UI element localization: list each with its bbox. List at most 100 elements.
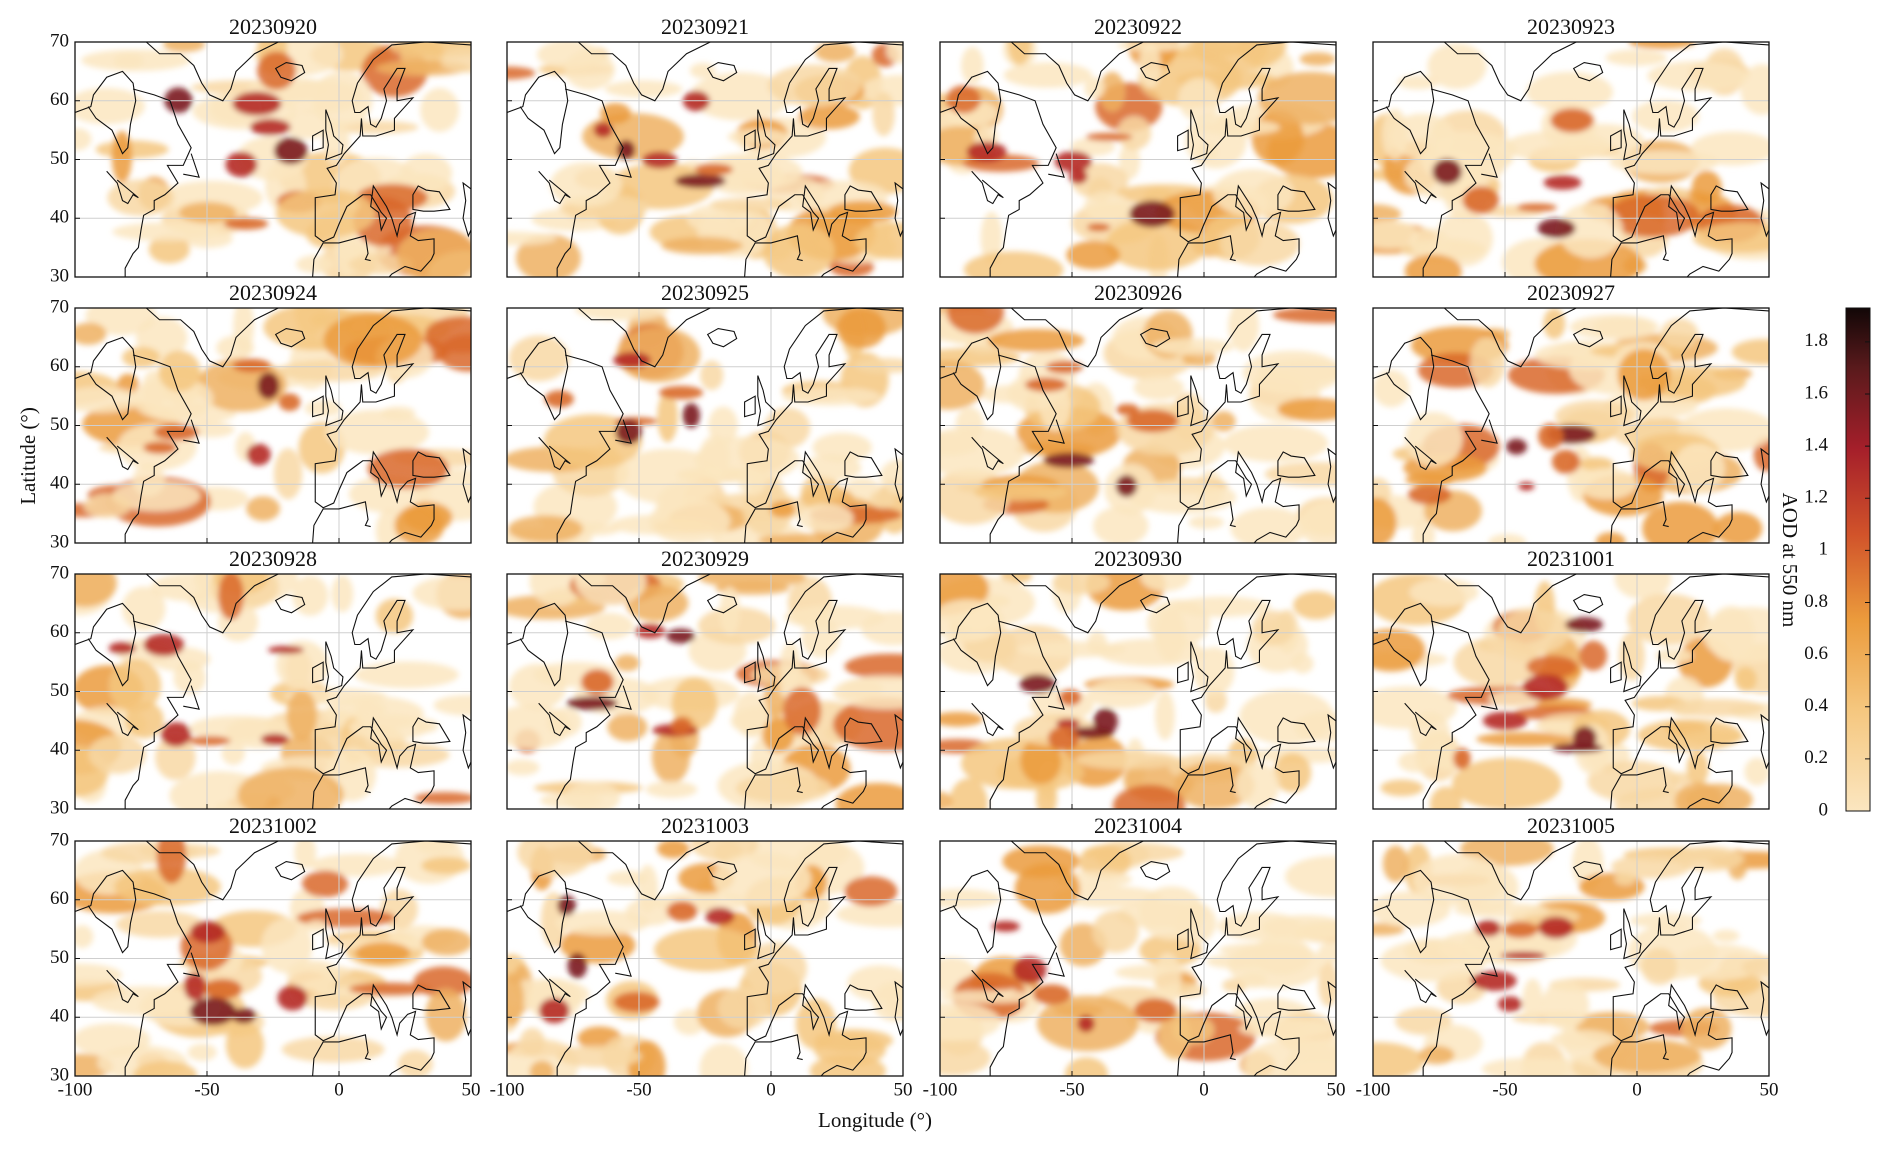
aod-plume [1516,203,1557,212]
aod-patch [801,454,862,481]
aod-patch [945,85,981,114]
aod-patch [1672,443,1725,494]
aod-patch [963,251,1064,277]
map-panel: 20230928 30 40 50 60 70 [50,546,472,818]
aod-patch [1642,501,1719,543]
aod-patch [519,1027,545,1057]
aod-patch [1243,1038,1336,1076]
aod-patch [1239,689,1335,745]
aod-plume [1085,132,1133,142]
aod-patch [649,498,731,543]
aod-patch [814,42,856,63]
aod-plume [593,122,613,138]
aod-patch [75,87,146,125]
aod-patch [744,942,808,995]
aod-field [507,42,903,277]
aod-patch [656,841,690,859]
aod-patch [355,942,411,964]
aod-patch [158,350,201,392]
aod-plume [183,972,207,1001]
aod-patch [1264,461,1336,487]
aod-plume [203,978,242,1000]
aod-patch [1071,163,1129,200]
aod-patch [1412,853,1506,907]
y-tick-label: 60 [50,621,69,642]
panel-title: 20230922 [1094,14,1182,39]
aod-patch [1469,336,1506,388]
map-panel: 20230930 [939,546,1337,810]
aod-patch [1579,456,1614,471]
aod-plume [1551,449,1581,474]
panel-title: 20230927 [1527,280,1615,305]
aod-patch [353,702,387,716]
aod-plume [1497,996,1523,1012]
colorbar-tick-label: 1.6 [1804,382,1828,403]
aod-patch [1541,980,1590,1030]
panel-title: 20230921 [661,14,749,39]
aod-patch [1097,638,1207,667]
aod-patch [832,697,903,752]
aod-patch [1318,962,1336,1007]
aod-patch [1554,400,1635,433]
aod-patch [940,888,1002,908]
colorbar-tick-label: 1.2 [1804,487,1828,508]
aod-patch [111,480,201,511]
aod-patch [1617,348,1671,401]
aod-plume [1518,481,1535,491]
aod-patch [331,575,354,613]
aod-patch [112,222,220,242]
grid [75,308,471,543]
aod-plume [674,173,726,189]
x-tick-label: -100 [490,1079,525,1100]
aod-patch [767,64,862,107]
aod-patch [1299,500,1336,543]
map-panel: 20231001 [1372,546,1770,810]
aod-plume [613,991,660,1013]
map-panel: 20231004 -100 -50 0 50 [923,813,1346,1100]
aod-patch [556,1045,643,1068]
aod-patch [1146,599,1210,647]
aod-patch [1453,902,1550,918]
aod-patch [1503,130,1612,162]
aod-patch [1614,574,1672,600]
aod-patch [1575,467,1638,500]
aod-patch [1211,411,1236,432]
aod-patch [1593,1038,1702,1073]
aod-patch [1665,698,1765,717]
x-tick-label: 50 [1760,1079,1779,1100]
aod-patch [1418,1045,1455,1065]
aod-patch [111,130,133,184]
x-tick-label: 0 [1199,1079,1209,1100]
aod-plume [223,217,269,230]
aod-plume [1056,718,1080,729]
aod-patch [155,734,196,781]
aod-patch [515,233,581,277]
aod-patch [509,663,567,710]
aod-plume [260,733,290,746]
aod-patch [306,919,328,933]
aod-patch [507,231,557,246]
colorbar-tick-label: 0.4 [1804,695,1828,716]
aod-patch [769,500,796,518]
aod-patch [225,1021,265,1069]
aod-patch [940,599,1004,643]
aod-plume [108,642,136,655]
aod-patch [322,119,350,166]
colorbar [1845,307,1871,812]
aod-patch [1112,784,1186,809]
aod-plume [1086,223,1111,232]
aod-patch [607,870,648,886]
aod-patch [1075,750,1180,770]
aod-plume [670,717,692,736]
aod-field [940,308,1336,543]
aod-field [1373,841,1769,1076]
aod-patch [1411,519,1436,543]
aod-patch [1641,947,1678,986]
aod-plume [1432,158,1463,185]
aod-plume [190,920,226,943]
aod-plume [1543,175,1582,190]
aod-patch [585,612,634,640]
aod-patch [1052,574,1110,595]
aod-patch [813,1028,894,1052]
